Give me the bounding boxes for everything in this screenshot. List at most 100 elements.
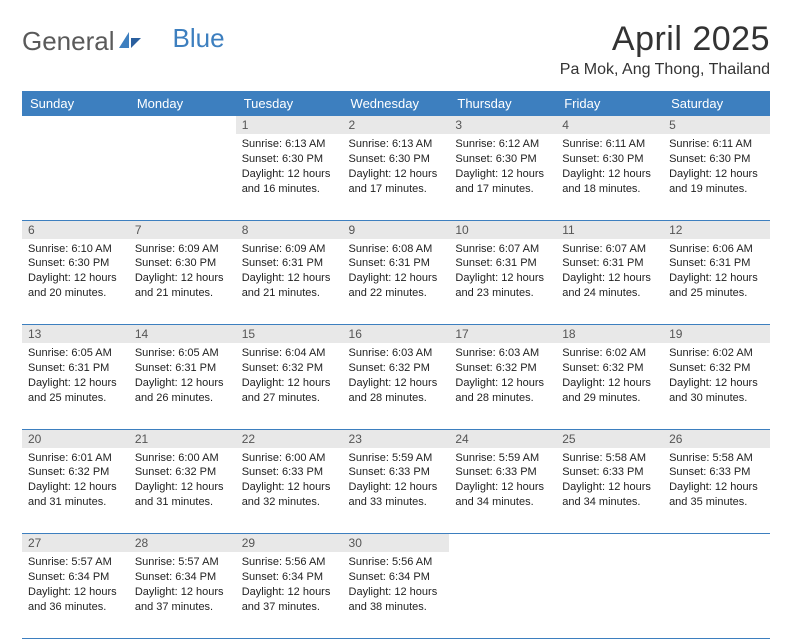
daylight-text: Daylight: 12 hours and 28 minutes. (455, 376, 550, 406)
sunrise-text: Sunrise: 6:00 AM (135, 451, 230, 466)
day-body-cell: Sunrise: 6:07 AMSunset: 6:31 PMDaylight:… (449, 239, 556, 325)
day-number: 4 (556, 116, 663, 134)
daylight-text: Daylight: 12 hours and 35 minutes. (669, 480, 764, 510)
day-number (22, 116, 129, 120)
sunset-text: Sunset: 6:32 PM (135, 465, 230, 480)
day-details: Sunrise: 5:57 AMSunset: 6:34 PMDaylight:… (129, 552, 236, 618)
day-cell: 6 (22, 220, 129, 239)
day-number: 20 (22, 430, 129, 448)
body-row: Sunrise: 6:13 AMSunset: 6:30 PMDaylight:… (22, 134, 770, 220)
day-number (449, 534, 556, 538)
sunrise-text: Sunrise: 6:06 AM (669, 242, 764, 257)
day-cell: 26 (663, 429, 770, 448)
sunset-text: Sunset: 6:32 PM (455, 361, 550, 376)
day-number: 11 (556, 221, 663, 239)
day-body-cell: Sunrise: 6:07 AMSunset: 6:31 PMDaylight:… (556, 239, 663, 325)
sunset-text: Sunset: 6:30 PM (349, 152, 444, 167)
sunrise-text: Sunrise: 5:57 AM (28, 555, 123, 570)
day-details: Sunrise: 6:07 AMSunset: 6:31 PMDaylight:… (556, 239, 663, 305)
day-details: Sunrise: 5:59 AMSunset: 6:33 PMDaylight:… (449, 448, 556, 514)
sunset-text: Sunset: 6:30 PM (669, 152, 764, 167)
daynum-row: 27282930 (22, 534, 770, 553)
day-details: Sunrise: 6:04 AMSunset: 6:32 PMDaylight:… (236, 343, 343, 409)
day-cell: 8 (236, 220, 343, 239)
sunset-text: Sunset: 6:33 PM (455, 465, 550, 480)
day-number: 15 (236, 325, 343, 343)
day-number: 12 (663, 221, 770, 239)
day-cell (129, 116, 236, 134)
month-title: April 2025 (560, 20, 770, 59)
calendar-table: Sunday Monday Tuesday Wednesday Thursday… (22, 91, 770, 639)
day-cell: 4 (556, 116, 663, 134)
day-cell: 7 (129, 220, 236, 239)
sunrise-text: Sunrise: 5:56 AM (242, 555, 337, 570)
day-details: Sunrise: 5:58 AMSunset: 6:33 PMDaylight:… (556, 448, 663, 514)
day-cell: 29 (236, 534, 343, 553)
day-details: Sunrise: 6:06 AMSunset: 6:31 PMDaylight:… (663, 239, 770, 305)
day-details: Sunrise: 5:56 AMSunset: 6:34 PMDaylight:… (343, 552, 450, 618)
sunrise-text: Sunrise: 6:08 AM (349, 242, 444, 257)
daylight-text: Daylight: 12 hours and 22 minutes. (349, 271, 444, 301)
daylight-text: Daylight: 12 hours and 36 minutes. (28, 585, 123, 615)
daylight-text: Daylight: 12 hours and 31 minutes. (135, 480, 230, 510)
day-number: 17 (449, 325, 556, 343)
sunrise-text: Sunrise: 6:02 AM (562, 346, 657, 361)
day-details: Sunrise: 6:03 AMSunset: 6:32 PMDaylight:… (343, 343, 450, 409)
daylight-text: Daylight: 12 hours and 21 minutes. (135, 271, 230, 301)
sunrise-text: Sunrise: 6:13 AM (242, 137, 337, 152)
day-cell: 30 (343, 534, 450, 553)
day-cell: 1 (236, 116, 343, 134)
day-number: 23 (343, 430, 450, 448)
daylight-text: Daylight: 12 hours and 17 minutes. (455, 167, 550, 197)
day-cell: 17 (449, 325, 556, 344)
day-body-cell: Sunrise: 6:03 AMSunset: 6:32 PMDaylight:… (449, 343, 556, 429)
day-body-cell: Sunrise: 5:58 AMSunset: 6:33 PMDaylight:… (556, 448, 663, 534)
daylight-text: Daylight: 12 hours and 20 minutes. (28, 271, 123, 301)
weekday-header: Friday (556, 91, 663, 116)
daylight-text: Daylight: 12 hours and 21 minutes. (242, 271, 337, 301)
day-number: 24 (449, 430, 556, 448)
day-body-cell: Sunrise: 5:59 AMSunset: 6:33 PMDaylight:… (449, 448, 556, 534)
daylight-text: Daylight: 12 hours and 27 minutes. (242, 376, 337, 406)
header: General Blue April 2025 Pa Mok, Ang Thon… (22, 20, 770, 79)
day-body-cell: Sunrise: 6:02 AMSunset: 6:32 PMDaylight:… (663, 343, 770, 429)
day-details: Sunrise: 6:08 AMSunset: 6:31 PMDaylight:… (343, 239, 450, 305)
day-number: 22 (236, 430, 343, 448)
sunrise-text: Sunrise: 6:13 AM (349, 137, 444, 152)
day-body-cell: Sunrise: 6:08 AMSunset: 6:31 PMDaylight:… (343, 239, 450, 325)
day-cell: 24 (449, 429, 556, 448)
sunrise-text: Sunrise: 5:56 AM (349, 555, 444, 570)
day-cell: 20 (22, 429, 129, 448)
sunset-text: Sunset: 6:31 PM (242, 256, 337, 271)
sunset-text: Sunset: 6:32 PM (242, 361, 337, 376)
day-details: Sunrise: 5:56 AMSunset: 6:34 PMDaylight:… (236, 552, 343, 618)
day-details: Sunrise: 6:00 AMSunset: 6:33 PMDaylight:… (236, 448, 343, 514)
sunset-text: Sunset: 6:32 PM (669, 361, 764, 376)
sunset-text: Sunset: 6:31 PM (562, 256, 657, 271)
day-body-cell: Sunrise: 5:57 AMSunset: 6:34 PMDaylight:… (129, 552, 236, 638)
day-number: 7 (129, 221, 236, 239)
day-body-cell: Sunrise: 5:59 AMSunset: 6:33 PMDaylight:… (343, 448, 450, 534)
sunset-text: Sunset: 6:33 PM (669, 465, 764, 480)
weekday-header: Monday (129, 91, 236, 116)
day-number: 2 (343, 116, 450, 134)
weekday-header: Saturday (663, 91, 770, 116)
sunset-text: Sunset: 6:31 PM (669, 256, 764, 271)
sunset-text: Sunset: 6:31 PM (135, 361, 230, 376)
sunrise-text: Sunrise: 6:10 AM (28, 242, 123, 257)
day-number (129, 116, 236, 120)
day-details: Sunrise: 6:01 AMSunset: 6:32 PMDaylight:… (22, 448, 129, 514)
day-details: Sunrise: 6:11 AMSunset: 6:30 PMDaylight:… (556, 134, 663, 200)
daynum-row: 13141516171819 (22, 325, 770, 344)
day-number: 6 (22, 221, 129, 239)
sunrise-text: Sunrise: 6:04 AM (242, 346, 337, 361)
sunrise-text: Sunrise: 5:59 AM (455, 451, 550, 466)
day-cell: 14 (129, 325, 236, 344)
day-body-cell: Sunrise: 5:57 AMSunset: 6:34 PMDaylight:… (22, 552, 129, 638)
logo-text-blue: Blue (173, 23, 225, 54)
body-row: Sunrise: 5:57 AMSunset: 6:34 PMDaylight:… (22, 552, 770, 638)
day-details: Sunrise: 6:00 AMSunset: 6:32 PMDaylight:… (129, 448, 236, 514)
sunrise-text: Sunrise: 6:05 AM (135, 346, 230, 361)
day-details: Sunrise: 6:02 AMSunset: 6:32 PMDaylight:… (663, 343, 770, 409)
day-body-cell: Sunrise: 6:12 AMSunset: 6:30 PMDaylight:… (449, 134, 556, 220)
